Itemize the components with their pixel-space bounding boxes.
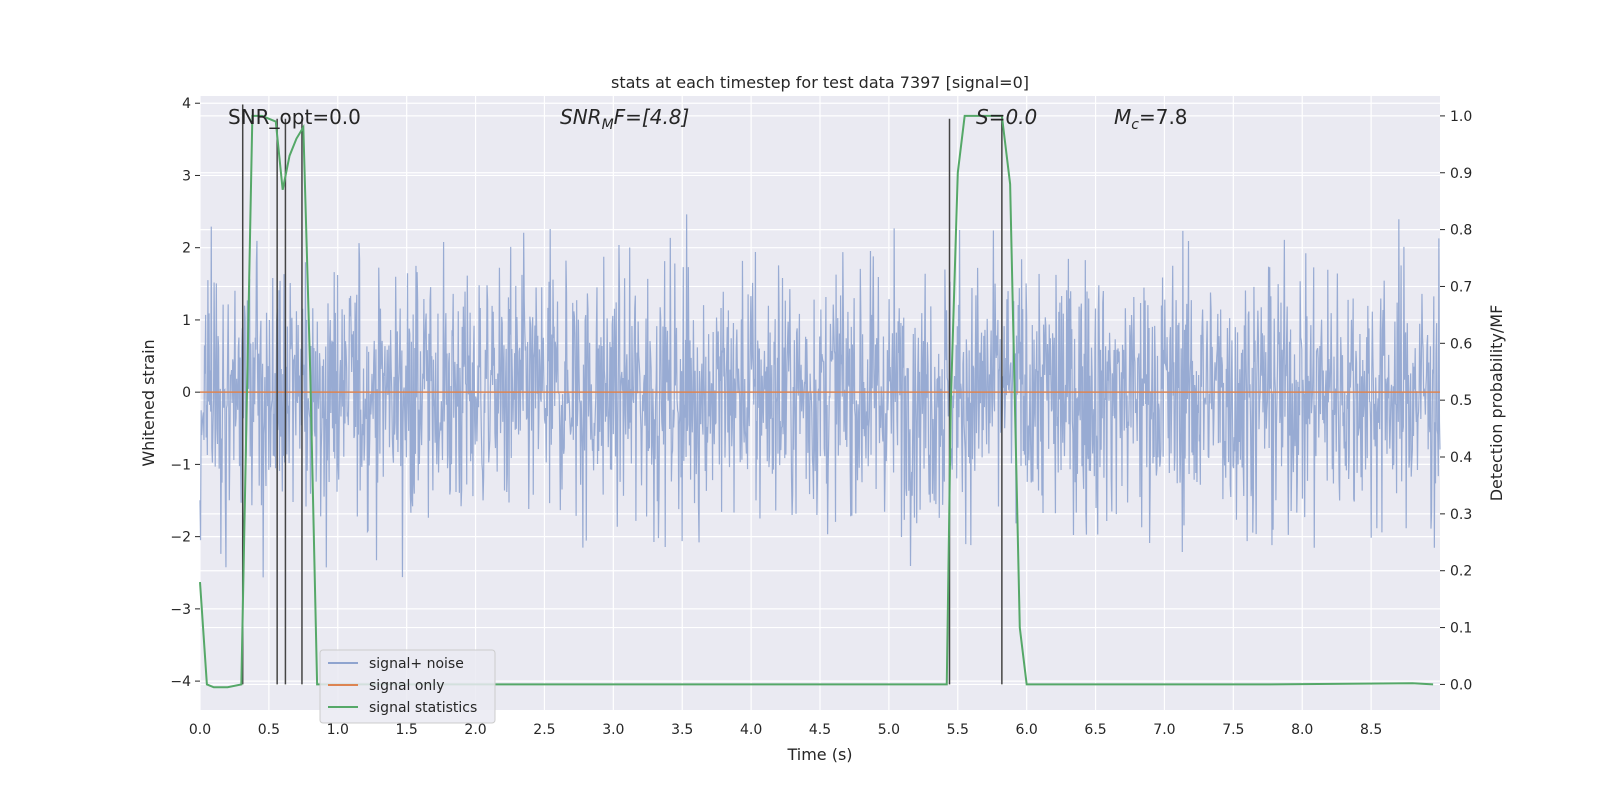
legend-entry-signal-only: signal only	[369, 678, 444, 694]
y-tick-label: −1	[170, 457, 191, 473]
y2-tick-label: 0.8	[1450, 223, 1472, 239]
x-tick-label: 4.5	[809, 722, 831, 738]
series-line-signal-noise	[199, 214, 1441, 578]
y-tick-label: 3	[182, 168, 191, 184]
x-tick-label: 2.0	[464, 722, 486, 738]
x-tick-label: 5.5	[947, 722, 969, 738]
series-signal-noise	[199, 214, 1441, 578]
y2-tick-label: 0.1	[1450, 621, 1472, 637]
y2-axis-label: Detection probability/MF	[1487, 305, 1506, 502]
annotation-snr-mf: SNRMF=[4.8]	[560, 105, 689, 133]
legend-box	[319, 649, 496, 724]
x-tick-label: 6.0	[1016, 722, 1038, 738]
x-tick-label: 8.5	[1360, 722, 1382, 738]
y-tick-label: 1	[182, 313, 191, 329]
x-tick-label: 1.0	[327, 722, 349, 738]
y-tick-label: −4	[170, 674, 191, 690]
y2-tick-label: 0.4	[1450, 450, 1472, 466]
y2-axis-ticks: 1.0 0.9 0.8 0.7 0.6 0.5 0.4 0.3 0.2 0.1 0.0	[1440, 109, 1472, 693]
y2-tick-label: 0.5	[1450, 393, 1472, 409]
legend: signal+ noise signal only signal statist…	[319, 649, 496, 724]
y2-tick-label: 0.6	[1450, 336, 1472, 352]
x-tick-label: 4.0	[740, 722, 762, 738]
chart-title: stats at each timestep for test data 739…	[611, 73, 1029, 92]
y-axis-ticks: 4 3 2 1 0 −1 −2 −3 −4	[170, 96, 200, 690]
y2-tick-label: 0.7	[1450, 279, 1472, 295]
y2-tick-label: 0.9	[1450, 166, 1472, 182]
x-tick-label: 5.0	[878, 722, 900, 738]
vertical-markers	[241, 104, 1003, 685]
annotation-mc: Mc=7.8	[1114, 105, 1188, 133]
x-tick-label: 3.5	[671, 722, 693, 738]
y2-tick-label: 0.2	[1450, 564, 1472, 580]
annotation-s: S=0.0	[976, 105, 1037, 129]
y-tick-label: 4	[182, 96, 191, 112]
x-tick-label: 7.5	[1222, 722, 1244, 738]
y2-tick-label: 0.3	[1450, 507, 1472, 523]
x-tick-label: 0.0	[189, 722, 211, 738]
x-tick-label: 8.0	[1291, 722, 1313, 738]
x-tick-label: 3.0	[602, 722, 624, 738]
x-tick-label: 6.5	[1084, 722, 1106, 738]
x-tick-label: 1.5	[396, 722, 418, 738]
x-axis-label: Time (s)	[786, 745, 852, 764]
y-axis-label: Whitened strain	[139, 339, 158, 466]
y-tick-label: −3	[170, 602, 191, 618]
x-axis-ticks: 0.0 0.5 1.0 1.5 2.0 2.5 3.0 3.5 4.0 4.5 5.0 5.5 6.0 6…	[189, 722, 1382, 738]
y2-tick-label: 0.0	[1450, 677, 1472, 693]
legend-entry-signal-noise: signal+ noise	[369, 656, 464, 672]
annotation-snr-opt: SNR_opt=0.0	[228, 105, 361, 129]
x-tick-label: 2.5	[533, 722, 555, 738]
y-tick-label: 0	[182, 385, 191, 401]
y-tick-label: −2	[170, 530, 191, 546]
x-tick-label: 7.0	[1153, 722, 1175, 738]
y2-tick-label: 1.0	[1450, 109, 1472, 125]
x-tick-label: 0.5	[258, 722, 280, 738]
legend-entry-signal-statistics: signal statistics	[369, 700, 477, 716]
y-tick-label: 2	[182, 241, 191, 257]
